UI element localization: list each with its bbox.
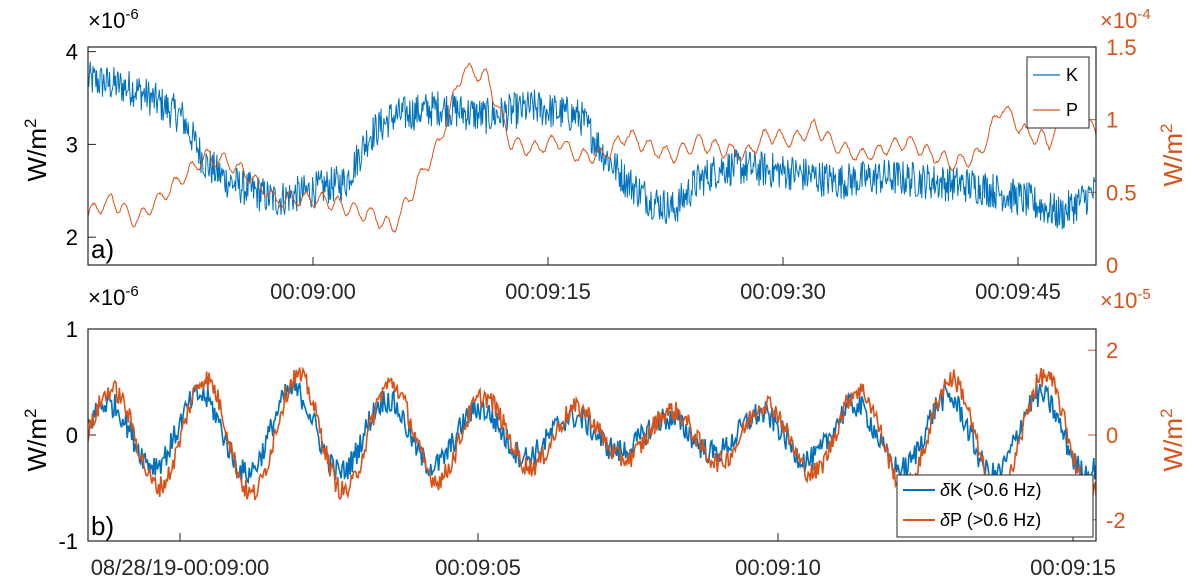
x-tick-label: 00:09:30: [740, 279, 826, 304]
series-k-line: [88, 61, 1096, 230]
legend-dp-label: δP (>0.6 Hz): [940, 510, 1041, 530]
legend-dk-label: δK (>0.6 Hz): [940, 480, 1042, 500]
x-tick-label: 00:09:10: [735, 555, 821, 580]
x-tick-label: 08/28/19-00:09:00: [91, 555, 270, 580]
right-tick-label: 1.5: [1106, 35, 1137, 60]
legend-k-label: K: [1066, 65, 1078, 85]
panel-a-right-ylabel: W/m2: [1157, 124, 1188, 187]
series-dk-line: [88, 378, 1096, 487]
right-tick-label: -2: [1106, 508, 1126, 533]
panel-b-frame: [87, 328, 1097, 542]
panel-b-right-ylabel: W/m2: [1157, 409, 1188, 472]
panel-a: ×10-6 ×10-4 W/m2 W/m2 2 3 4 0 0.5 1 1.5 00:09…: [21, 6, 1188, 304]
x-tick-label: 00:09:45: [975, 279, 1061, 304]
left-tick-label: -1: [58, 529, 78, 554]
panel-a-right-exponent: ×10-4: [1100, 6, 1151, 33]
panel-a-right-ticks: 0 0.5 1 1.5: [1088, 35, 1137, 278]
x-tick-label: 00:09:15: [1030, 555, 1116, 580]
panel-a-legend: K P: [1026, 56, 1090, 129]
series-p-line: [88, 62, 1096, 233]
right-tick-label: 2: [1106, 338, 1118, 363]
panel-b-left-ylabel: W/m2: [21, 409, 52, 472]
panel-b-legend-box: [896, 474, 1094, 538]
panel-b-legend: δK (>0.6 Hz) δP (>0.6 Hz): [896, 474, 1094, 538]
right-tick-label: 0: [1106, 423, 1118, 448]
panel-b-right-ticks: -2 0 2: [1088, 338, 1126, 533]
left-tick-label: 3: [66, 132, 78, 157]
panel-a-left-ylabel: W/m2: [21, 119, 52, 182]
left-tick-label: 4: [66, 40, 78, 65]
panel-a-frame: [87, 46, 1097, 266]
panel-a-left-exponent: ×10-6: [88, 6, 139, 33]
panel-b-left-exponent: ×10-6: [88, 283, 139, 310]
x-tick-label: 00:09:05: [435, 555, 521, 580]
right-tick-label: 1: [1106, 108, 1118, 133]
left-tick-label: 1: [66, 317, 78, 342]
panel-b-label: b): [91, 511, 114, 541]
x-tick-label: 00:09:00: [270, 279, 356, 304]
panel-b-right-exponent: ×10-5: [1100, 286, 1151, 313]
panel-a-legend-box: [1026, 56, 1090, 129]
panel-b-left-ticks: -1 0 1: [58, 317, 96, 554]
legend-p-label: P: [1066, 100, 1078, 120]
panel-a-x-ticks: 00:09:00 00:09:15 00:09:30 00:09:45: [270, 257, 1061, 304]
left-tick-label: 0: [66, 423, 78, 448]
series-dp-line: [88, 366, 1096, 506]
right-tick-label: 0: [1106, 253, 1118, 278]
x-tick-label: 00:09:15: [505, 279, 591, 304]
panel-a-label: a): [91, 234, 114, 264]
panel-b-x-ticks: 08/28/19-00:09:00 00:09:05 00:09:10 00:09:1…: [91, 533, 1116, 580]
panel-b: ×10-6 ×10-5 W/m2 W/m2 -1 0 1 -2 0 2 08/28/19…: [21, 283, 1188, 580]
left-tick-label: 2: [66, 225, 78, 250]
panel-a-left-ticks: 2 3 4: [66, 40, 96, 250]
right-tick-label: 0.5: [1106, 180, 1137, 205]
